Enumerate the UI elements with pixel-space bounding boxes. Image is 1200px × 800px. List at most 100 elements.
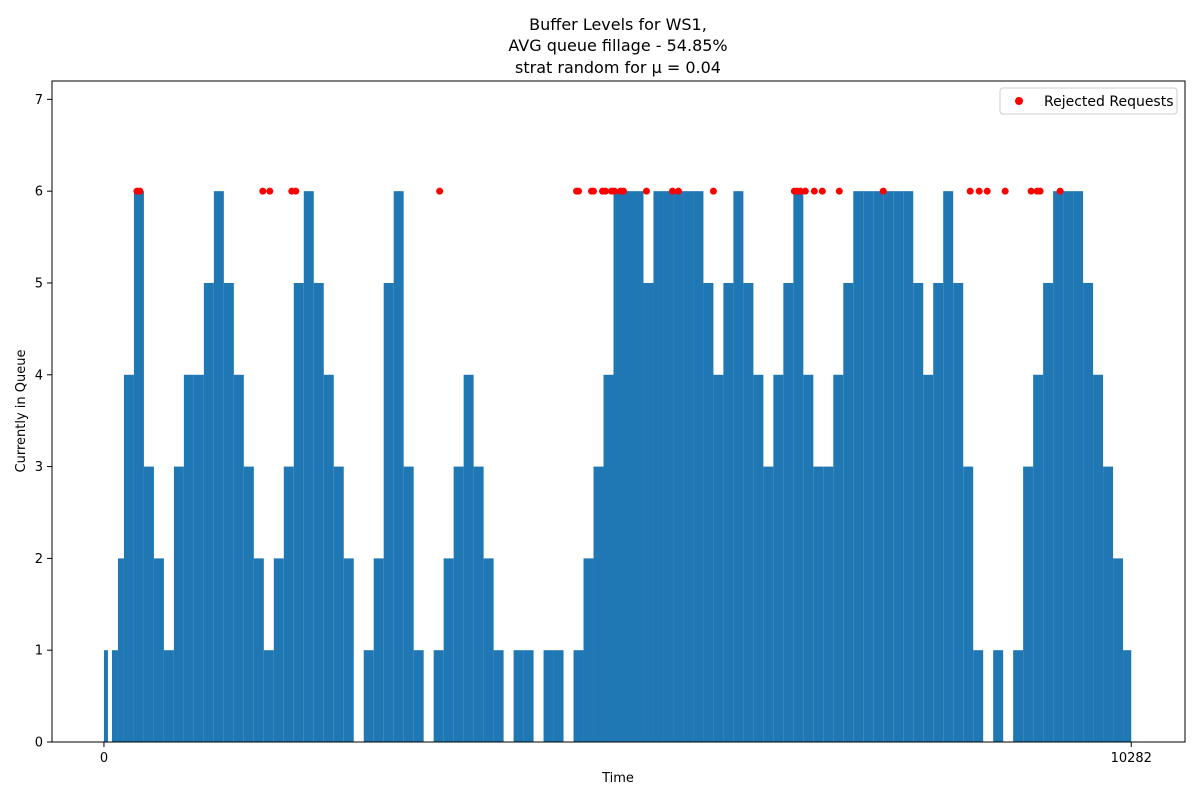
y-tick-label: 4	[35, 368, 43, 383]
rejected-point	[983, 187, 991, 195]
rejected-point	[602, 187, 610, 195]
rejected-point	[642, 187, 650, 195]
queue-bar	[173, 466, 184, 742]
queue-bar	[753, 374, 764, 742]
queue-bar	[713, 374, 724, 742]
queue-bar	[1123, 650, 1132, 742]
queue-bar	[903, 191, 914, 742]
queue-bar	[823, 466, 834, 742]
rejected-point	[292, 187, 300, 195]
x-tick-label: 10282	[1111, 751, 1152, 766]
rejected-point	[818, 187, 826, 195]
queue-bar	[1113, 558, 1124, 742]
y-tick-label: 1	[35, 644, 43, 659]
queue-bar	[483, 558, 494, 742]
rejected-point	[1027, 187, 1035, 195]
rejected-point	[975, 187, 983, 195]
queue-bar	[573, 650, 584, 742]
queue-bar	[313, 282, 324, 742]
queue-bar	[663, 191, 674, 742]
queue-bar	[763, 466, 774, 742]
rejected-point	[835, 187, 843, 195]
queue-bar	[363, 650, 374, 742]
queue-bar	[143, 466, 154, 742]
queue-bar	[673, 191, 684, 742]
y-tick-label: 0	[35, 736, 43, 751]
queue-bar	[123, 374, 134, 742]
queue-bar	[633, 191, 644, 742]
queue-bar	[1073, 191, 1084, 742]
queue-bar	[1053, 191, 1064, 742]
queue-bar	[273, 558, 284, 742]
queue-bar	[993, 650, 1004, 742]
rejected-point	[1056, 187, 1064, 195]
queue-bar	[453, 466, 464, 742]
queue-bar	[103, 650, 108, 742]
queue-bar	[893, 191, 904, 742]
queue-bar	[193, 374, 204, 742]
rejected-point	[590, 187, 598, 195]
queue-bar	[1023, 466, 1034, 742]
rejected-point	[674, 187, 682, 195]
rejected-point	[611, 187, 619, 195]
rejected-point	[1001, 187, 1009, 195]
rejected-point	[810, 187, 818, 195]
queue-bar	[803, 374, 814, 742]
queue-bar	[623, 191, 634, 742]
queue-bar	[773, 374, 784, 742]
queue-bar	[933, 282, 944, 742]
x-axis-label: Time	[601, 771, 634, 786]
queue-bar	[203, 282, 214, 742]
queue-bar	[253, 558, 264, 742]
queue-bar	[523, 650, 534, 742]
legend-label-rejected: Rejected Requests	[1044, 94, 1174, 110]
queue-bar	[723, 282, 734, 742]
rejected-point	[266, 187, 274, 195]
queue-bar	[583, 558, 594, 742]
rejected-point	[796, 187, 804, 195]
queue-bar	[111, 650, 118, 742]
queue-bar	[733, 191, 744, 742]
queue-bar	[493, 650, 504, 742]
queue-bar	[833, 374, 844, 742]
legend-box	[999, 87, 1178, 115]
queue-bar	[513, 650, 524, 742]
queue-bar	[1063, 191, 1074, 742]
rejected-point	[1036, 187, 1044, 195]
queue-bar	[973, 650, 984, 742]
queue-bar	[223, 282, 234, 742]
queue-bar	[1013, 650, 1024, 742]
queue-bar	[283, 466, 294, 742]
queue-bar	[953, 282, 964, 742]
queue-bar	[553, 650, 564, 742]
queue-bar	[1043, 282, 1054, 742]
y-axis: 0 1 2 3 4 5 6 7	[35, 93, 52, 751]
queue-bar	[443, 558, 454, 742]
queue-bar	[163, 650, 174, 742]
y-tick-label: 2	[35, 552, 43, 567]
queue-bar	[643, 282, 654, 742]
queue-bar	[393, 191, 404, 742]
queue-bar	[293, 282, 304, 742]
queue-bar	[403, 466, 414, 742]
legend-marker-rejected	[1015, 97, 1023, 105]
plot-area	[51, 80, 1186, 743]
queue-bar	[943, 191, 954, 742]
y-tick-label: 7	[35, 93, 43, 108]
y-tick-label: 5	[35, 276, 43, 291]
queue-bar	[433, 650, 444, 742]
queue-bar	[883, 191, 894, 742]
chart-title-line-1: Buffer Levels for WS1,	[529, 15, 707, 34]
queue-bar	[413, 650, 424, 742]
queue-bar	[303, 191, 314, 742]
legend: Rejected Requests	[999, 87, 1178, 115]
queue-bar	[333, 466, 344, 742]
queue-bar	[693, 191, 704, 742]
rejected-point	[575, 187, 583, 195]
queue-bar	[463, 374, 474, 742]
rejected-point	[668, 187, 676, 195]
queue-bar	[263, 650, 274, 742]
rejected-point	[436, 187, 444, 195]
y-axis-label: Currently in Queue	[14, 350, 29, 473]
